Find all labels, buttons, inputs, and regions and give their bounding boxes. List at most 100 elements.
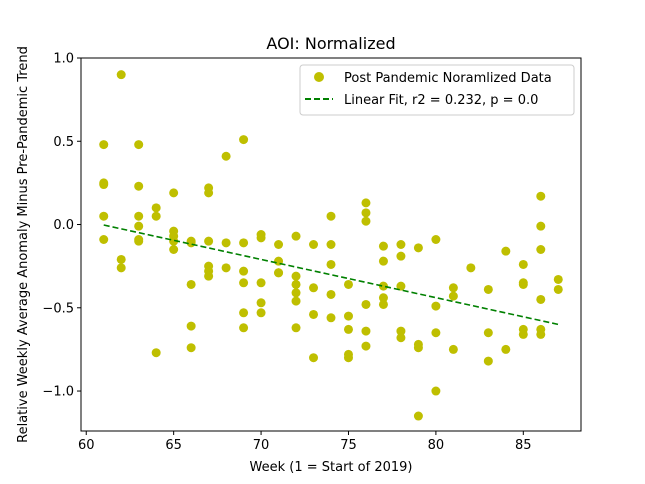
data-point	[536, 244, 546, 254]
y-tick-label: 0.0	[53, 218, 74, 233]
data-point	[483, 284, 493, 294]
data-point	[343, 324, 353, 334]
data-point	[413, 243, 423, 253]
data-point	[518, 259, 528, 269]
x-tick-label: 70	[253, 438, 270, 453]
data-point	[326, 259, 336, 269]
y-tick-label: −1.0	[42, 385, 74, 400]
data-point	[553, 284, 563, 294]
data-point	[204, 236, 214, 246]
data-point	[361, 326, 371, 336]
data-point	[536, 329, 546, 339]
data-point	[204, 271, 214, 281]
y-axis-title: Relative Weekly Average Anomaly Minus Pr…	[16, 46, 31, 443]
data-point	[256, 233, 266, 243]
data-point	[221, 238, 231, 248]
data-point	[378, 256, 388, 266]
data-point	[378, 281, 388, 291]
data-point	[116, 263, 126, 273]
data-point	[396, 281, 406, 291]
data-point	[309, 283, 319, 293]
legend-label-fit: Linear Fit, r2 = 0.232, p = 0.0	[344, 93, 538, 108]
data-point	[448, 344, 458, 354]
data-point	[413, 411, 423, 421]
data-point	[501, 246, 511, 256]
data-point	[134, 221, 144, 231]
data-point	[326, 289, 336, 299]
data-point	[431, 301, 441, 311]
data-point	[518, 279, 528, 289]
data-point	[99, 235, 109, 245]
data-point	[483, 328, 493, 338]
plot-frame	[80, 57, 582, 432]
data-point	[361, 299, 371, 309]
data-point	[151, 211, 161, 221]
data-point	[378, 241, 388, 251]
data-point	[536, 221, 546, 231]
y-tick-label: 1.0	[53, 52, 74, 67]
y-tick-label: −0.5	[42, 301, 74, 316]
data-point	[274, 240, 284, 249]
data-point	[483, 356, 493, 366]
data-point	[186, 321, 196, 331]
data-point	[361, 341, 371, 351]
x-tick-label: 60	[78, 438, 95, 453]
data-point	[151, 203, 161, 213]
x-tick-label: 85	[515, 438, 532, 453]
data-point	[361, 216, 371, 226]
data-point	[134, 236, 144, 246]
data-point	[116, 254, 126, 264]
data-point	[134, 181, 144, 191]
data-point	[256, 298, 266, 308]
data-point	[518, 329, 528, 339]
y-tick-label: 0.5	[53, 135, 74, 150]
data-point	[309, 240, 319, 249]
data-point	[378, 299, 388, 309]
legend: Post Pandemic Noramlized Data Linear Fit…	[299, 64, 575, 116]
data-point	[99, 140, 109, 150]
data-point	[361, 198, 371, 208]
data-point	[291, 279, 301, 289]
x-tick-label: 80	[428, 438, 445, 453]
data-point	[134, 211, 144, 221]
data-point	[413, 343, 423, 353]
legend-box	[299, 64, 575, 116]
data-point	[239, 266, 249, 276]
data-point	[239, 323, 249, 333]
data-point	[186, 279, 196, 289]
x-tick-label: 75	[340, 438, 357, 453]
data-point	[343, 353, 353, 363]
data-point	[361, 208, 371, 218]
data-point	[274, 268, 284, 278]
data-point	[396, 240, 406, 249]
data-point	[326, 313, 336, 323]
data-point	[448, 291, 458, 301]
data-point	[116, 70, 126, 80]
chart-title: AOI: Normalized	[266, 34, 395, 53]
data-point	[536, 294, 546, 304]
data-point	[221, 263, 231, 273]
data-point	[448, 283, 458, 293]
data-point	[309, 309, 319, 319]
data-point	[221, 151, 231, 161]
data-point	[291, 288, 301, 298]
data-point	[151, 348, 161, 358]
data-point	[99, 211, 109, 221]
data-point	[239, 308, 249, 318]
data-point	[186, 343, 196, 353]
data-point	[343, 279, 353, 289]
data-point	[466, 263, 476, 273]
x-tick-label: 65	[165, 438, 182, 453]
data-point	[99, 180, 109, 190]
legend-label-data: Post Pandemic Noramlized Data	[344, 71, 552, 86]
data-point	[431, 386, 441, 396]
data-point	[326, 211, 336, 221]
data-point	[396, 251, 406, 261]
data-point	[326, 240, 336, 249]
data-point	[553, 274, 563, 284]
plot-area	[99, 70, 563, 421]
data-point	[536, 191, 546, 201]
data-point	[256, 278, 266, 288]
fit-line	[103, 224, 559, 326]
